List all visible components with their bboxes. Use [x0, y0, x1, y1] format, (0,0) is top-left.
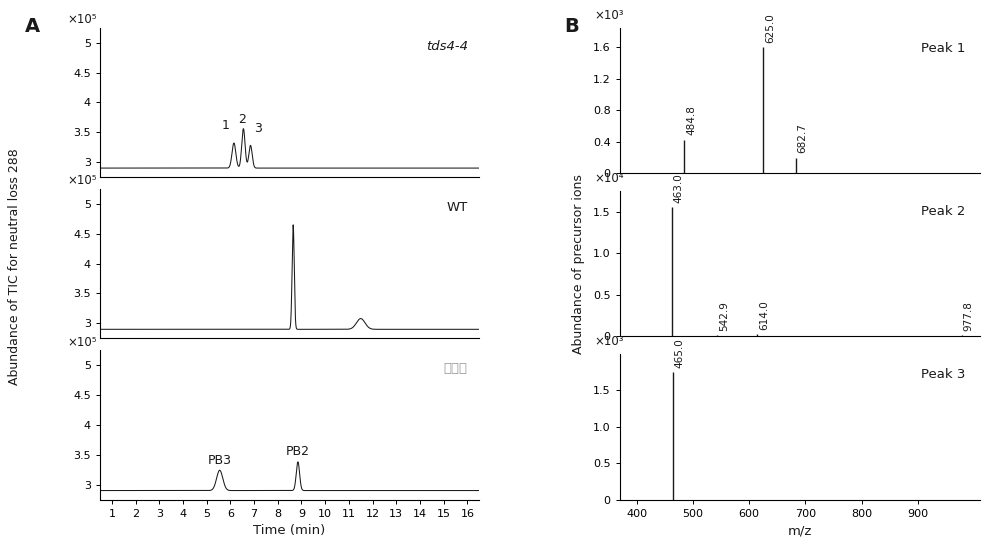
Text: WT: WT — [447, 201, 468, 214]
X-axis label: Time (min): Time (min) — [253, 524, 326, 537]
Text: 标准品: 标准品 — [444, 362, 468, 375]
Text: PB2: PB2 — [286, 445, 310, 458]
Text: B: B — [565, 17, 579, 36]
Text: 977.8: 977.8 — [964, 301, 974, 331]
Text: Peak 3: Peak 3 — [921, 369, 966, 381]
Text: ×10³: ×10³ — [595, 335, 624, 348]
Text: 484.8: 484.8 — [686, 105, 696, 135]
Text: PB3: PB3 — [208, 453, 232, 467]
Text: ×10⁵: ×10⁵ — [68, 336, 97, 349]
Text: ×10⁵: ×10⁵ — [68, 174, 97, 188]
Text: A: A — [25, 17, 40, 36]
Text: 542.9: 542.9 — [719, 301, 729, 331]
Text: 463.0: 463.0 — [674, 173, 684, 203]
Text: Abundance of TIC for neutral loss 288: Abundance of TIC for neutral loss 288 — [8, 148, 22, 385]
Text: 682.7: 682.7 — [797, 123, 807, 153]
Text: 614.0: 614.0 — [759, 300, 769, 330]
Text: 3: 3 — [254, 122, 262, 135]
Text: 465.0: 465.0 — [675, 338, 685, 368]
Text: ×10⁴: ×10⁴ — [595, 172, 624, 185]
Text: Peak 1: Peak 1 — [921, 42, 966, 56]
Text: ×10⁵: ×10⁵ — [68, 13, 97, 26]
Text: 2: 2 — [238, 113, 246, 127]
Y-axis label: Abundance of precursor ions: Abundance of precursor ions — [572, 174, 585, 354]
X-axis label: m/z: m/z — [788, 524, 812, 537]
Text: ×10³: ×10³ — [595, 9, 624, 22]
Text: 625.0: 625.0 — [765, 13, 775, 43]
Text: tds4-4: tds4-4 — [426, 40, 468, 53]
Text: 1: 1 — [222, 119, 230, 132]
Text: Peak 2: Peak 2 — [921, 205, 966, 218]
